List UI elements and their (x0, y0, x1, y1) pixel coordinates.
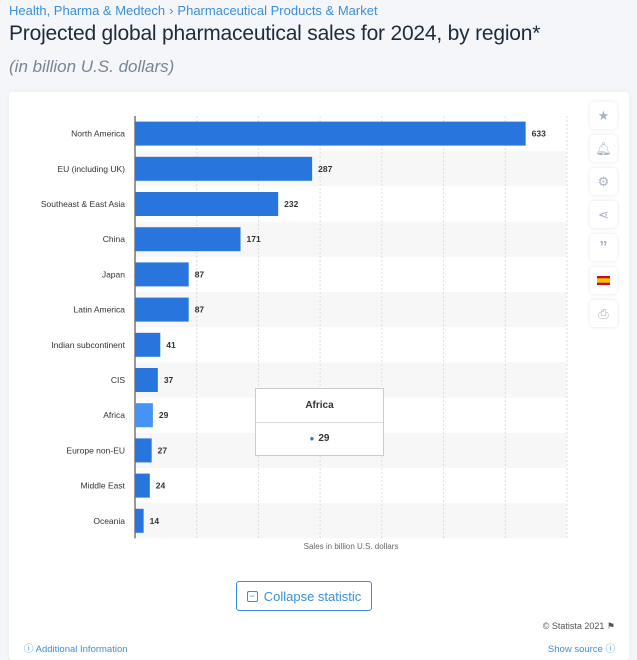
data-label: 27 (158, 445, 168, 455)
x-axis-label: Sales in billion U.S. dollars (303, 542, 399, 551)
bar[interactable] (135, 297, 189, 322)
page-subtitle: (in billion U.S. dollars) (9, 57, 175, 76)
minus-square-icon: − (246, 590, 258, 602)
tooltip-value: 29 (318, 433, 330, 444)
share-icon[interactable]: ⋖ (590, 201, 617, 228)
row-band (135, 503, 567, 539)
breadcrumb-link-health[interactable]: Health, Pharma & Medtech (9, 3, 166, 18)
data-label: 37 (164, 375, 174, 385)
bar[interactable] (135, 403, 153, 428)
data-label: 87 (195, 269, 205, 279)
breadcrumb: Health, Pharma & Medtech › Pharmaceutical … (9, 3, 382, 18)
star-icon[interactable]: ★ (590, 102, 617, 129)
category-label: Japan (102, 269, 125, 279)
category-label: Indian subcontinent (51, 340, 125, 350)
category-label: Africa (103, 410, 125, 420)
collapse-label: Collapse statistic (263, 588, 362, 604)
show-source-link[interactable]: Show source ⓘ (548, 641, 615, 655)
category-label: Southeast & East Asia (41, 199, 125, 209)
print-icon[interactable]: ⎙ (590, 300, 617, 327)
additional-information-label: Additional Information (35, 644, 128, 655)
data-label: 232 (284, 199, 298, 209)
category-label: North America (71, 129, 125, 139)
category-label: EU (including UK) (57, 164, 125, 174)
info-icon: ⓘ (24, 644, 34, 655)
page-title: Projected global pharmaceutical sales fo… (9, 22, 541, 45)
quote-icon[interactable]: ” (590, 234, 617, 261)
row-band (135, 292, 567, 328)
category-label: Middle East (81, 481, 126, 491)
breadcrumb-link-pharma-products[interactable]: Pharmaceutical Products & Market (177, 3, 378, 18)
data-label: 24 (156, 481, 166, 491)
tooltip-category: Africa (256, 389, 383, 423)
info-icon: ⓘ (605, 644, 615, 655)
data-label: 29 (159, 410, 169, 420)
tooltip-dot-icon: ● (309, 434, 315, 443)
bar[interactable] (135, 368, 158, 392)
bar[interactable] (135, 156, 313, 181)
category-label: China (103, 234, 125, 244)
bar[interactable] (135, 473, 150, 498)
tooltip: Africa ● 29 (255, 388, 384, 456)
additional-information-link[interactable]: ⓘ Additional Information (24, 641, 128, 655)
bar[interactable] (135, 121, 526, 146)
flag-icon[interactable]: ⚑ (606, 621, 615, 631)
toolbar: ★ 🔔︎ ⚙ ⋖ ” ⎙ (590, 102, 617, 333)
category-label: Europe non-EU (66, 445, 125, 455)
show-source-label: Show source (547, 644, 603, 655)
category-label: Latin America (74, 305, 126, 315)
bar[interactable] (135, 227, 241, 252)
data-label: 171 (247, 234, 261, 244)
copyright-text: © Statista 2021 (542, 621, 605, 631)
data-label: 633 (532, 129, 546, 139)
bar[interactable] (135, 438, 152, 463)
data-label: 41 (166, 340, 176, 350)
data-label: 87 (195, 305, 205, 315)
bar-chart: North America 633 EU (including UK) 287 Sout… (41, 116, 568, 539)
collapse-statistic-button[interactable]: − Collapse statistic (236, 581, 372, 611)
bar[interactable] (135, 332, 161, 357)
bell-icon[interactable]: 🔔︎ (590, 135, 617, 162)
bar[interactable] (135, 262, 189, 287)
flag-spain-icon[interactable] (590, 267, 617, 294)
category-label: CIS (111, 375, 126, 385)
bar[interactable] (135, 192, 279, 216)
breadcrumb-separator: › (169, 3, 174, 18)
gear-icon[interactable]: ⚙ (590, 168, 617, 195)
category-label: Oceania (93, 516, 125, 526)
bar[interactable] (135, 508, 144, 533)
data-label: 287 (318, 164, 332, 174)
copyright: © Statista 2021 ⚑ (543, 621, 615, 632)
data-label: 14 (150, 516, 160, 526)
